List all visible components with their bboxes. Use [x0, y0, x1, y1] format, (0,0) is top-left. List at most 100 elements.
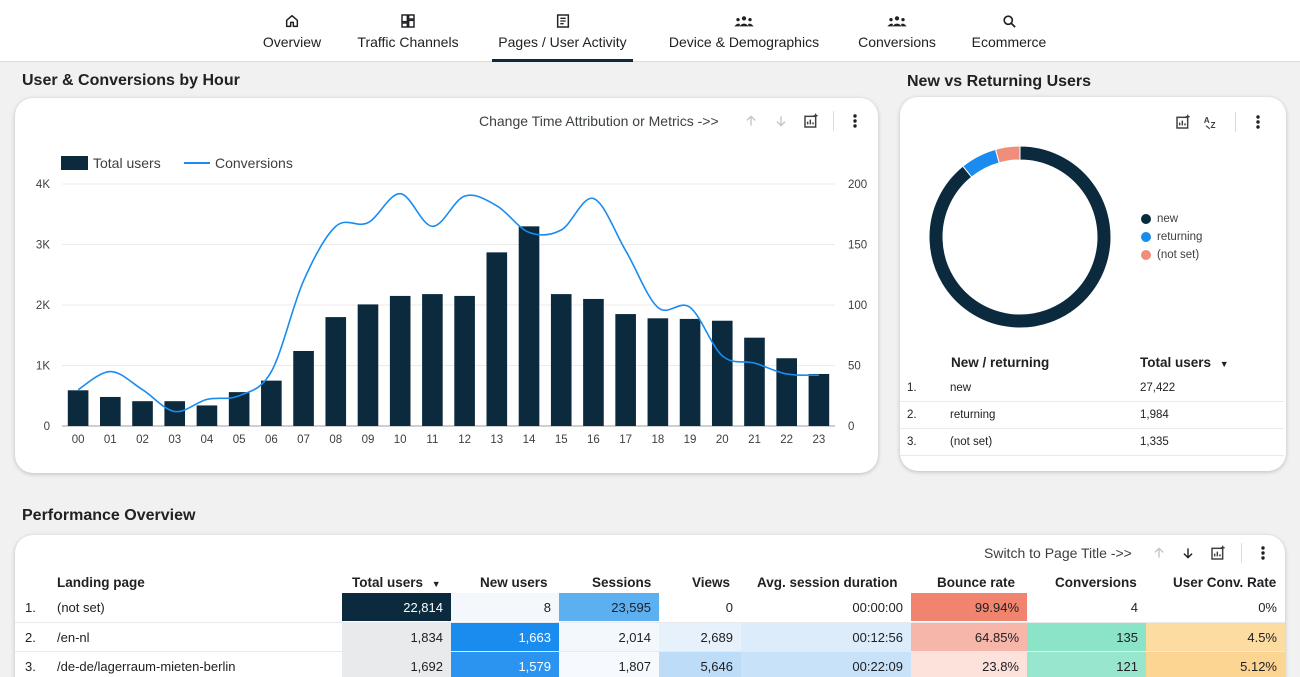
sort-ascending-icon[interactable] [740, 110, 762, 132]
row-rank: 3. [25, 658, 36, 674]
more-options-icon[interactable] [1252, 542, 1274, 564]
col-landing-page[interactable]: Landing page [57, 575, 145, 590]
chart-settings-icon[interactable] [1207, 542, 1229, 564]
table-row[interactable]: 3. (not set) 1,335 [900, 428, 1284, 455]
row-rank: 2. [907, 409, 917, 421]
cell-conversions: 4 [1027, 593, 1146, 621]
article-icon [555, 12, 571, 30]
tab-pages-user-activity[interactable]: Pages / User Activity [492, 0, 633, 62]
bar-total-users[interactable] [808, 373, 830, 426]
col-sessions[interactable]: Sessions [592, 575, 652, 590]
tab-device-demographics[interactable]: Device & Demographics [661, 0, 827, 62]
cell-bounce-rate: 64.85% [911, 623, 1027, 651]
col-conversions[interactable]: Conversions [1055, 575, 1137, 590]
sort-descending-icon[interactable] [1177, 542, 1199, 564]
cell-avg-session-duration: 00:22:09 [741, 652, 911, 677]
bar-total-users[interactable] [132, 401, 153, 426]
cell-landing-page[interactable]: /de-de/lagerraum-mieten-berlin [57, 658, 236, 674]
col-total-users[interactable]: Total users ▼ [352, 575, 441, 590]
bar-total-users[interactable] [293, 350, 314, 426]
sort-descending-icon[interactable] [770, 110, 792, 132]
x-tick-label: 13 [490, 434, 503, 446]
bar-total-users[interactable] [518, 226, 540, 426]
row-label: (not set) [950, 436, 993, 448]
bar-total-users[interactable] [744, 337, 765, 426]
slice-not-set[interactable] [994, 145, 1021, 164]
tab-traffic-channels[interactable]: Traffic Channels [352, 0, 464, 62]
col-new-users[interactable]: New users [480, 575, 548, 590]
tab-label: Pages / User Activity [498, 34, 627, 50]
col-avg-session-duration[interactable]: Avg. session duration [757, 575, 898, 590]
tab-ecommerce[interactable]: Ecommerce [967, 0, 1051, 62]
cell-sessions: 1,807 [559, 652, 659, 677]
bar-total-users[interactable] [647, 318, 669, 426]
x-tick-label: 01 [104, 434, 117, 446]
bar-total-users[interactable] [583, 298, 604, 426]
bar-total-users[interactable] [164, 401, 186, 426]
legend-label: new [1157, 213, 1179, 225]
legend-dot [1141, 232, 1151, 242]
x-tick-label: 08 [329, 434, 342, 446]
bar-total-users[interactable] [67, 390, 89, 426]
table-row[interactable]: 1. (not set) 22,814 8 23,595 0 00:00:00 99.94% 4… [15, 593, 1285, 622]
col-label: Total users [1140, 355, 1212, 370]
table-row[interactable]: 2. /en-nl 1,834 1,663 2,014 2,689 00:12:56 64.8… [15, 622, 1285, 651]
chart-settings-icon[interactable] [1172, 111, 1194, 133]
svg-text:A: A [1204, 116, 1210, 125]
y-right-tick-label: 50 [848, 361, 861, 373]
cell-new-users: 1,663 [451, 623, 559, 651]
x-tick-label: 22 [780, 434, 793, 446]
table-row[interactable]: 2. returning 1,984 [900, 401, 1284, 428]
bar-total-users[interactable] [422, 294, 443, 426]
bar-total-users[interactable] [776, 358, 797, 426]
sort-ascending-icon[interactable] [1148, 542, 1170, 564]
x-tick-label: 09 [362, 434, 375, 446]
bar-total-users[interactable] [486, 252, 508, 426]
bar-total-users[interactable] [711, 320, 733, 426]
y-right-tick-label: 0 [848, 421, 854, 433]
tab-conversions[interactable]: Conversions [854, 0, 940, 62]
table-row[interactable]: 1. new 27,422 [900, 374, 1284, 401]
more-options-icon[interactable] [844, 110, 866, 132]
line-conversions[interactable] [77, 192, 819, 413]
slice-new[interactable] [928, 145, 1112, 329]
col-total-users[interactable]: Total users ▼ [1140, 355, 1229, 370]
legend-line-swatch [184, 162, 210, 164]
x-tick-label: 04 [201, 434, 214, 446]
row-divider [900, 428, 1284, 429]
legend-label: Conversions [215, 155, 293, 171]
more-options-icon[interactable] [1247, 111, 1269, 133]
bar-total-users[interactable] [357, 304, 379, 426]
x-tick-label: 07 [297, 434, 310, 446]
bar-total-users[interactable] [389, 295, 411, 426]
tab-overview[interactable]: Overview [258, 0, 326, 62]
col-bounce-rate[interactable]: Bounce rate [937, 575, 1016, 590]
bar-total-users[interactable] [550, 294, 572, 426]
hourly-chart-title: User & Conversions by Hour [22, 72, 240, 89]
bar-total-users[interactable] [615, 314, 636, 426]
bar-total-users[interactable] [679, 318, 701, 426]
row-value: 27,422 [1140, 382, 1176, 394]
row-divider [900, 455, 1284, 456]
bar-total-users[interactable] [100, 396, 121, 426]
slice-returning[interactable] [962, 148, 1000, 178]
cell-total-users: 22,814 [342, 593, 451, 621]
cell-landing-page[interactable]: (not set) [57, 599, 105, 615]
donut-chart [928, 145, 1112, 329]
col-views[interactable]: Views [692, 575, 731, 590]
bar-total-users[interactable] [228, 392, 250, 426]
groups-icon [734, 12, 754, 30]
bar-total-users[interactable] [325, 317, 347, 426]
bar-total-users[interactable] [196, 405, 218, 426]
tab-label: Traffic Channels [357, 34, 459, 50]
cell-landing-page[interactable]: /en-nl [57, 629, 90, 645]
col-user-conv-rate[interactable]: User Conv. Rate [1173, 575, 1277, 590]
bar-total-users[interactable] [261, 380, 282, 426]
new-returning-title: New vs Returning Users [907, 73, 1092, 90]
table-row[interactable]: 3. /de-de/lagerraum-mieten-berlin 1,692 1,5… [15, 651, 1285, 677]
chart-settings-icon[interactable] [800, 110, 822, 132]
bar-total-users[interactable] [454, 295, 475, 426]
col-new-returning[interactable]: New / returning [951, 355, 1050, 370]
